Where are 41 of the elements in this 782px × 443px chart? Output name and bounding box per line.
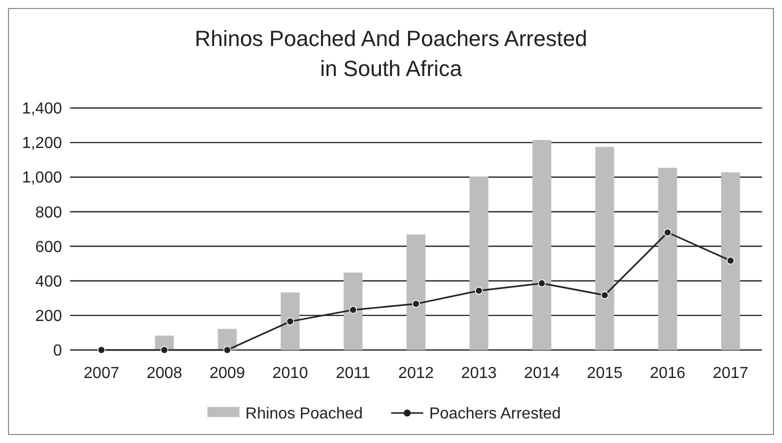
point: [223, 346, 232, 354]
point: [160, 346, 168, 354]
y-tick-label: 600: [35, 238, 62, 256]
x-tick-label: 2009: [209, 365, 246, 382]
chart-title: Rhinos Poached And Poachers Arrested in South Africa: [194, 26, 588, 81]
x-tick-label: 2014: [524, 365, 560, 382]
x-tick-label: 2007: [84, 365, 120, 382]
bar: [658, 168, 678, 350]
legend-label: Rhinos Poached: [245, 406, 363, 423]
x-tick-label: 2016: [650, 365, 686, 382]
bar: [469, 176, 488, 350]
x-tick-label: 2017: [712, 365, 748, 382]
x-tick-label: 2012: [398, 365, 434, 382]
x-tick-label: 2013: [461, 365, 497, 382]
x-tick-label: 2010: [272, 365, 308, 382]
point: [600, 291, 609, 300]
bar: [721, 172, 740, 350]
point: [664, 228, 672, 236]
x-tick-label: 2015: [586, 365, 623, 382]
bar: [595, 146, 614, 350]
point: [286, 318, 294, 326]
bar: [280, 292, 300, 350]
point: [349, 306, 357, 314]
point: [412, 300, 420, 308]
bar: [344, 272, 363, 350]
x-tick-label: 2008: [146, 365, 182, 382]
legend-label: Poachers Arrested: [429, 406, 561, 423]
y-tick-label: 1,200: [22, 135, 62, 152]
point: [475, 286, 483, 295]
y-tick-label: 200: [35, 308, 62, 326]
y-tick-label: 1,000: [22, 170, 62, 187]
y-tick-label: 0: [53, 342, 62, 360]
point: [538, 279, 546, 288]
y-tick-label: 1,400: [22, 100, 62, 118]
y-tick-label: 400: [35, 273, 62, 290]
bar: [406, 234, 426, 350]
bar: [532, 140, 552, 350]
x-tick-label: 2011: [336, 365, 370, 382]
point: [98, 346, 106, 354]
point: [726, 256, 734, 265]
y-tick-label: 800: [35, 204, 62, 222]
